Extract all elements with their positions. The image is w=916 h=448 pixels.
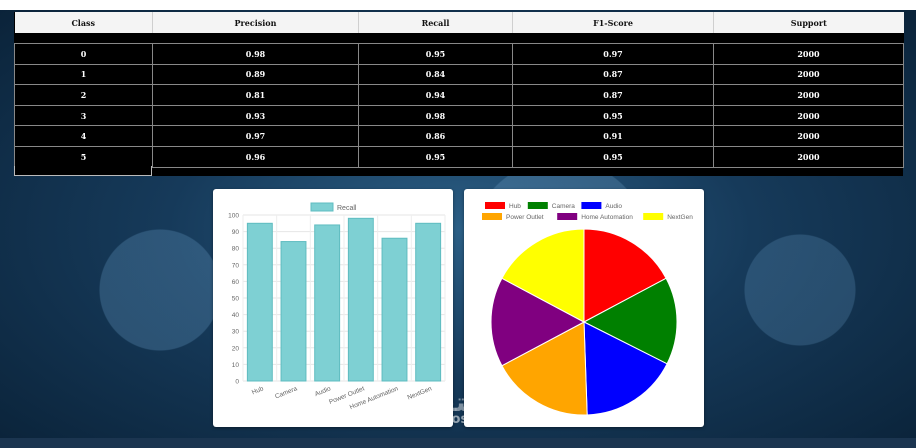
legend-swatch — [485, 202, 505, 209]
bar-nextgen — [415, 222, 442, 382]
cell-recall: 0.95 — [358, 145, 513, 168]
cell-f1-score: 0.91 — [512, 125, 714, 147]
table-header-row: Class Precision Recall F1-Score Support — [14, 12, 904, 33]
legend-swatch — [557, 213, 578, 220]
y-tick-label: 10 — [232, 362, 240, 369]
cell-class: 4 — [14, 125, 153, 147]
pie-slice-hub — [583, 228, 667, 323]
legend-swatch — [581, 202, 602, 209]
header-f1-score: F1-Score — [512, 12, 714, 33]
cell-class: 1 — [14, 63, 153, 86]
top-strip — [0, 0, 916, 10]
y-tick-label: 90 — [232, 229, 240, 236]
table-row: 0 0.98 0.95 0.97 2000 — [14, 43, 904, 65]
cell-f1-score: 0.87 — [512, 63, 714, 86]
legend-label: Home Automation — [581, 214, 633, 221]
legend-label: Audio — [605, 203, 622, 210]
cell-precision: 0.93 — [152, 104, 359, 127]
cell-precision: 0.97 — [152, 125, 359, 147]
x-tick-label: Audio — [314, 385, 332, 398]
cell-precision: 0.98 — [152, 43, 359, 65]
cell-recall: 0.84 — [358, 63, 513, 86]
table-row: 2 0.81 0.94 0.87 2000 — [14, 84, 904, 106]
x-tick-label: Camera — [274, 385, 298, 400]
pie-slice-home-automation — [490, 277, 586, 367]
cell-recall: 0.95 — [358, 43, 513, 65]
cell-class: 5 — [14, 145, 153, 168]
x-tick-label: Hub — [251, 385, 265, 396]
table-footer-cell — [14, 166, 152, 176]
header-support: Support — [713, 12, 904, 33]
y-tick-label: 100 — [228, 213, 239, 220]
cell-f1-score: 0.95 — [512, 104, 714, 127]
table-spacer — [14, 33, 904, 44]
watermark-url: mostaql.com — [438, 412, 533, 427]
cell-class: 2 — [14, 84, 153, 106]
header-class: Class — [14, 12, 153, 33]
pie-slice-audio — [583, 321, 668, 416]
bar-power-outlet — [347, 217, 374, 382]
bar-camera — [280, 241, 307, 382]
legend-swatch-recall — [310, 202, 334, 212]
table-row: 5 0.96 0.95 0.95 2000 — [14, 145, 904, 168]
metrics-table: Class Precision Recall F1-Score Support … — [14, 12, 904, 168]
pie-slice-camera — [582, 277, 678, 365]
bar-audio — [314, 224, 341, 382]
table-row: 3 0.93 0.98 0.95 2000 — [14, 104, 904, 127]
legend-label-recall: Recall — [337, 205, 357, 212]
cell-f1-score: 0.87 — [512, 84, 714, 106]
legend-label: Camera — [552, 203, 576, 210]
legend-swatch — [527, 202, 548, 209]
cell-support: 2000 — [713, 104, 904, 127]
legend-label: NextGen — [667, 214, 693, 221]
legend-label: Hub — [509, 203, 521, 210]
y-tick-label: 40 — [232, 312, 240, 319]
cell-support: 2000 — [713, 84, 904, 106]
cell-support: 2000 — [713, 125, 904, 147]
bottom-strip — [0, 438, 916, 448]
pie-slice-power-outlet — [501, 321, 588, 416]
bar-hub — [246, 222, 273, 382]
cell-recall: 0.94 — [358, 84, 513, 106]
recall-pie-chart: Hub Camera Audio Power Outlet Home Automatio… — [482, 202, 693, 416]
legend-label: Power Outlet — [506, 214, 544, 221]
cell-f1-score: 0.97 — [512, 43, 714, 65]
cell-precision: 0.96 — [152, 145, 359, 168]
cell-support: 2000 — [713, 63, 904, 86]
header-recall: Recall — [358, 12, 513, 33]
cell-f1-score: 0.95 — [512, 145, 714, 168]
cell-class: 0 — [14, 43, 153, 65]
y-tick-label: 20 — [232, 345, 240, 352]
header-precision: Precision — [152, 12, 359, 33]
y-tick-label: 70 — [232, 262, 240, 269]
pie-slice-nextgen — [501, 228, 585, 323]
cell-precision: 0.81 — [152, 84, 359, 106]
legend-swatch — [482, 213, 502, 220]
cell-class: 3 — [14, 104, 153, 127]
y-tick-label: 80 — [232, 246, 240, 253]
bar-home-automation — [381, 237, 408, 382]
y-tick-label: 0 — [235, 379, 239, 386]
table-row: 4 0.97 0.86 0.91 2000 — [14, 125, 904, 147]
metrics-table-container: Class Precision Recall F1-Score Support … — [14, 12, 904, 176]
cell-recall: 0.98 — [358, 104, 513, 127]
cell-recall: 0.86 — [358, 125, 513, 147]
table-row: 1 0.89 0.84 0.87 2000 — [14, 63, 904, 86]
cell-support: 2000 — [713, 43, 904, 65]
y-tick-label: 30 — [232, 329, 240, 336]
cell-support: 2000 — [713, 145, 904, 168]
legend-swatch — [643, 213, 664, 220]
y-tick-label: 50 — [232, 296, 240, 303]
recall-bar-chart-card: Recall 0 10 20 30 40 50 60 70 80 90 100 Hub Camera Aud… — [213, 189, 453, 427]
cell-precision: 0.89 — [152, 63, 359, 86]
watermark-logo: مستقل — [414, 388, 510, 418]
recall-bar-chart: Recall 0 10 20 30 40 50 60 70 80 90 100 Hub Camera Aud… — [228, 202, 446, 411]
y-tick-label: 60 — [232, 279, 240, 286]
recall-pie-chart-card: Hub Camera Audio Power Outlet Home Automatio… — [464, 189, 704, 427]
